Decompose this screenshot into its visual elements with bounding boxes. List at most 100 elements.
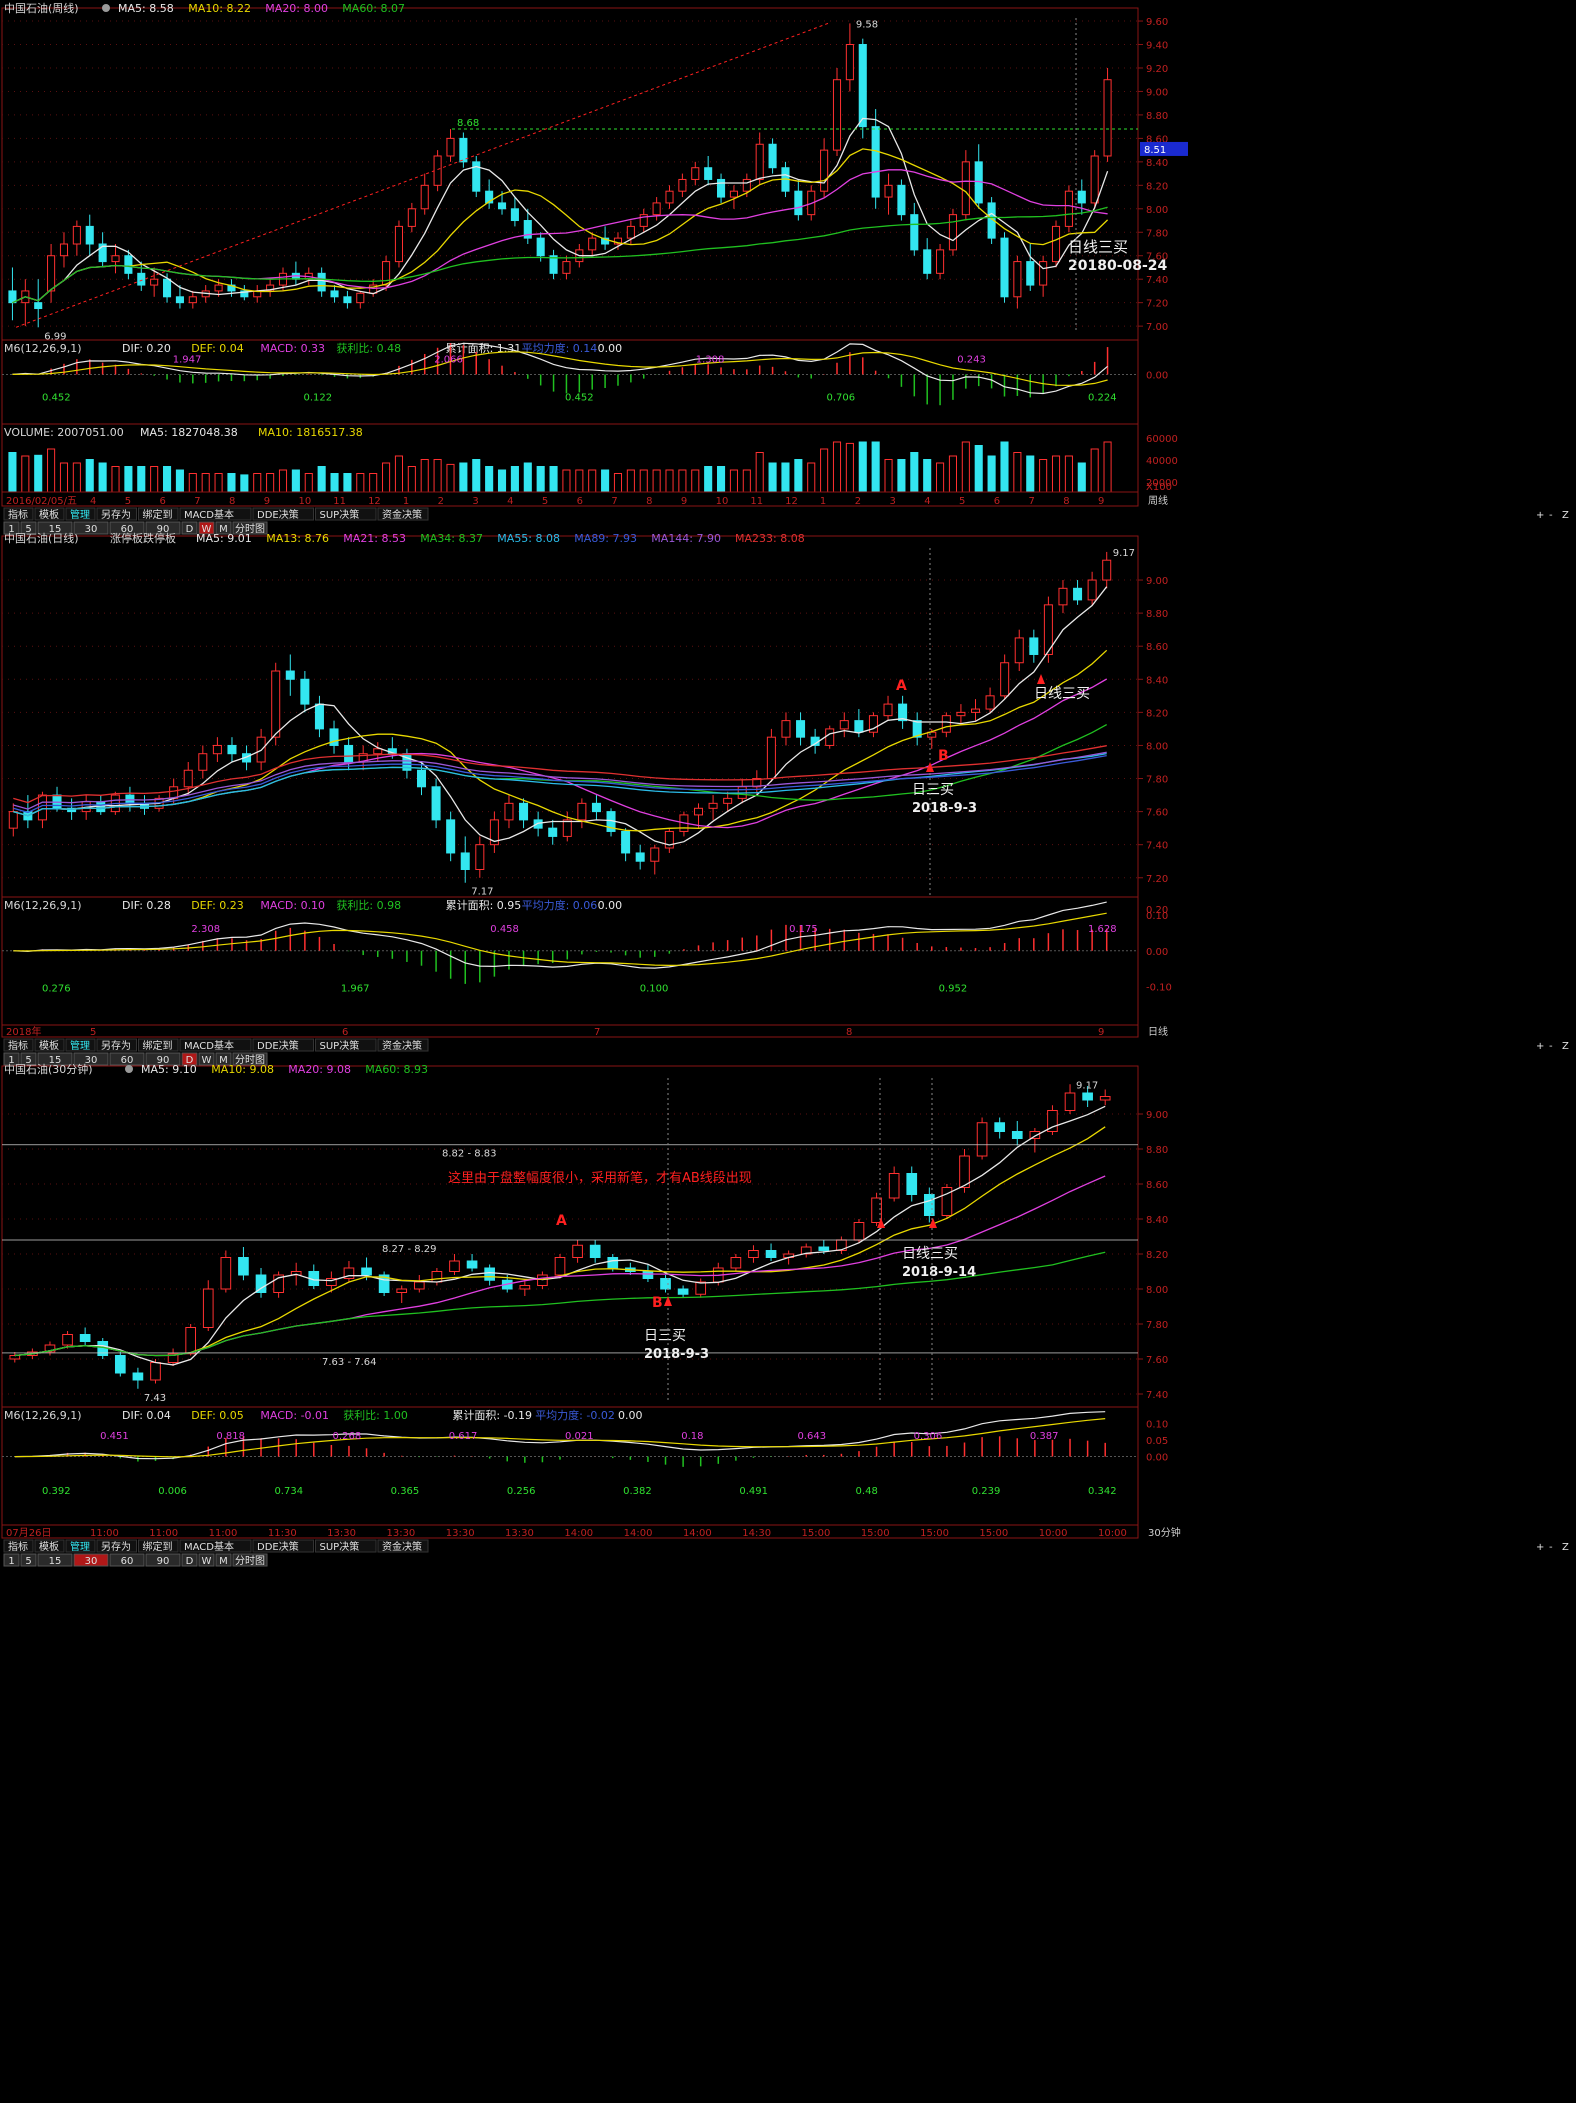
candle-body[interactable] [314, 703, 324, 730]
candle-body[interactable] [198, 753, 208, 771]
candle-body[interactable] [976, 1122, 988, 1157]
candle-body[interactable] [188, 296, 197, 304]
candle-body[interactable] [1029, 1131, 1041, 1139]
candle-body[interactable] [47, 255, 56, 292]
toolbar-button-label[interactable]: 另存为 [101, 1039, 131, 1052]
candle-body[interactable] [394, 225, 403, 263]
period-button-label[interactable]: 1 [8, 1556, 14, 1567]
candle-body[interactable] [183, 769, 193, 788]
period-button-15[interactable] [37, 1052, 73, 1066]
toolbar-button-label[interactable]: SUP决策 [320, 1039, 360, 1052]
candle-body[interactable] [382, 261, 391, 286]
candle-body[interactable] [912, 720, 922, 738]
toolbar-button-label[interactable]: DDE决策 [257, 1540, 299, 1553]
candle-body[interactable] [941, 715, 951, 733]
candle-body[interactable] [431, 786, 441, 821]
candle-body[interactable] [132, 1372, 144, 1381]
period-button-分时图[interactable] [232, 1553, 268, 1567]
candle-body[interactable] [466, 1260, 478, 1269]
period-button-W[interactable] [198, 521, 215, 535]
candle-body[interactable] [343, 1267, 355, 1279]
candle-body[interactable] [79, 1334, 91, 1342]
candle-body[interactable] [273, 1274, 284, 1293]
period-button-label[interactable]: D [186, 1055, 194, 1066]
period-button-label[interactable]: 90 [157, 1055, 170, 1066]
candle-body[interactable] [853, 1222, 865, 1241]
toolbar-button[interactable] [377, 1539, 429, 1553]
toolbar-button-label[interactable]: 绑定到 [143, 1540, 173, 1553]
zoom-button[interactable]: - [1549, 1542, 1553, 1553]
candle-body[interactable] [591, 802, 601, 813]
candle-body[interactable] [285, 670, 295, 680]
candle-body[interactable] [839, 720, 849, 730]
candle-body[interactable] [356, 292, 365, 304]
period-button-90[interactable] [145, 1052, 181, 1066]
candle-body[interactable] [62, 1334, 73, 1346]
candle-body[interactable] [1014, 637, 1024, 664]
candle-body[interactable] [240, 290, 249, 298]
period-button-15[interactable] [37, 521, 73, 535]
candle-body[interactable] [923, 249, 932, 274]
candle-body[interactable] [175, 296, 184, 304]
period-button-60[interactable] [109, 1553, 145, 1567]
candle-body[interactable] [1029, 637, 1039, 655]
candle-body[interactable] [897, 184, 906, 216]
period-button-D[interactable] [181, 1553, 198, 1567]
settings-icon[interactable] [102, 4, 110, 12]
candle-body[interactable] [326, 1278, 337, 1286]
period-button-分时图[interactable] [232, 1052, 268, 1066]
candle-body[interactable] [238, 1257, 249, 1276]
candle-body[interactable] [755, 143, 764, 180]
candle-body[interactable] [1087, 579, 1097, 601]
candle-body[interactable] [1011, 1131, 1023, 1139]
candle-body[interactable] [1099, 1096, 1111, 1101]
period-button-5[interactable] [20, 1052, 37, 1066]
candle-body[interactable] [729, 190, 738, 198]
candle-body[interactable] [650, 847, 660, 862]
zoom-button[interactable]: + [1536, 1041, 1544, 1052]
period-button-label[interactable]: W [202, 1556, 212, 1567]
period-button-label[interactable]: 30 [85, 1556, 98, 1567]
candle-body[interactable] [572, 1244, 583, 1258]
candle-body[interactable] [485, 190, 494, 204]
candle-body[interactable] [621, 830, 631, 854]
candle-body[interactable] [871, 126, 880, 198]
period-button-60[interactable] [109, 1052, 145, 1066]
candle-body[interactable] [330, 290, 339, 298]
candle-body[interactable] [446, 819, 456, 854]
zoom-button[interactable]: - [1549, 1041, 1553, 1052]
candle-body[interactable] [765, 1250, 777, 1258]
toolbar-button[interactable] [34, 1539, 65, 1553]
candle-body[interactable] [523, 220, 532, 239]
candle-body[interactable] [589, 1244, 601, 1258]
candle-body[interactable] [678, 178, 687, 192]
candle-body[interactable] [985, 695, 995, 710]
candle-body[interactable] [730, 1257, 742, 1269]
candle-body[interactable] [677, 1288, 689, 1295]
period-button-label[interactable]: 15 [49, 1055, 62, 1066]
toolbar-button[interactable] [315, 1038, 377, 1052]
candle-body[interactable] [420, 184, 429, 210]
period-button-label[interactable]: 15 [49, 524, 62, 535]
candle-body[interactable] [449, 1260, 460, 1272]
candle-body[interactable] [67, 807, 77, 813]
candle-body[interactable] [959, 1155, 970, 1188]
candle-body[interactable] [665, 190, 674, 204]
toolbar-button[interactable] [65, 1038, 96, 1052]
candle-body[interactable] [214, 284, 223, 292]
period-button-label[interactable]: 1 [8, 1055, 14, 1066]
period-button-1[interactable] [3, 521, 20, 535]
period-button-M[interactable] [215, 521, 232, 535]
period-button-1[interactable] [3, 1553, 20, 1567]
toolbar-button[interactable] [377, 1038, 429, 1052]
toolbar-button-label[interactable]: DDE决策 [257, 508, 299, 521]
period-button-分时图[interactable] [232, 521, 268, 535]
candle-body[interactable] [941, 1187, 953, 1216]
period-button-label[interactable]: D [186, 524, 194, 535]
period-button-label[interactable]: W [202, 1055, 212, 1066]
candle-body[interactable] [212, 744, 222, 755]
candle-body[interactable] [85, 225, 94, 245]
candle-body[interactable] [1102, 559, 1112, 581]
candle-body[interactable] [1090, 155, 1099, 204]
zoom-button[interactable]: Z [1562, 510, 1569, 521]
